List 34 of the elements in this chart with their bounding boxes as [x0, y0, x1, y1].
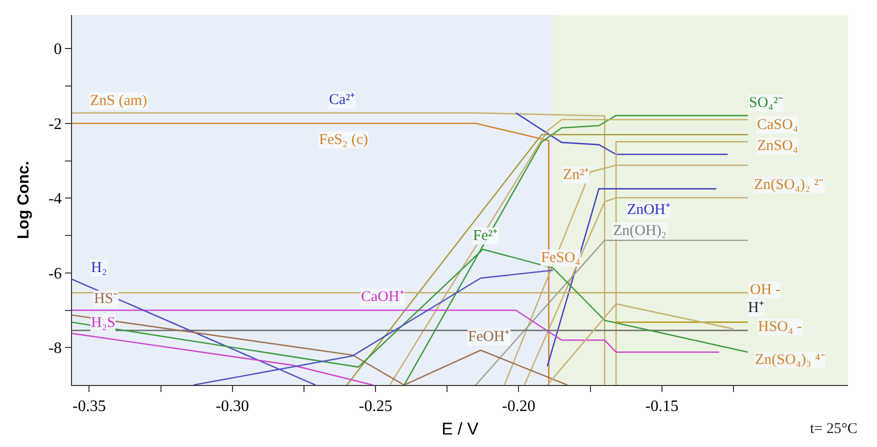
x-tick-label: -0.20: [502, 398, 536, 416]
annotation: Ca²⁺: [329, 92, 356, 108]
annotation: Fe²⁺: [473, 228, 498, 244]
annotation: HS⁻: [94, 291, 118, 307]
y-axis-title: Log Conc.: [15, 160, 32, 240]
x-tick-label: -0.30: [216, 398, 250, 416]
x-axis-title: E / V: [442, 420, 480, 439]
y-tick-label: 0: [54, 41, 62, 58]
annotation: CaSO₄: [757, 117, 798, 133]
annotation: FeOH⁺: [468, 329, 510, 345]
annotation: SO₄²⁻: [749, 95, 783, 111]
annotation: ZnSO₄: [757, 138, 798, 154]
y-tick-label: -2: [48, 116, 62, 133]
x-tick-label: -0.15: [645, 398, 679, 416]
annotation: OH -: [750, 282, 780, 298]
annotation: Zn(SO₄)₂ ²⁻: [754, 177, 824, 193]
annotation: CaOH⁺: [361, 289, 404, 305]
annotation: H₂: [91, 260, 108, 276]
annotation: FeSO₄: [541, 250, 580, 266]
annotation: ZnS (am): [90, 93, 148, 109]
x-tick-label: -0.25: [358, 398, 392, 416]
annotation: Zn(OH)₂: [613, 223, 667, 239]
annotation: Zn(SO₄)₃ ⁴⁻: [755, 352, 826, 368]
y-tick-label: -8: [48, 340, 62, 358]
annotation: HSO₄ -: [758, 319, 802, 335]
y-tick-label: -4: [48, 190, 62, 208]
annotation: ZnOH⁺: [627, 202, 670, 218]
text: t= 25°C: [810, 421, 858, 437]
annotation: Zn²⁺: [563, 167, 590, 183]
annotation: H₂S: [91, 315, 116, 331]
annotation: FeS₂ (c): [319, 132, 368, 148]
x-tick-label: -0.35: [72, 398, 106, 416]
annotation: H⁺: [748, 300, 764, 316]
y-tick-label: -6: [48, 265, 62, 282]
